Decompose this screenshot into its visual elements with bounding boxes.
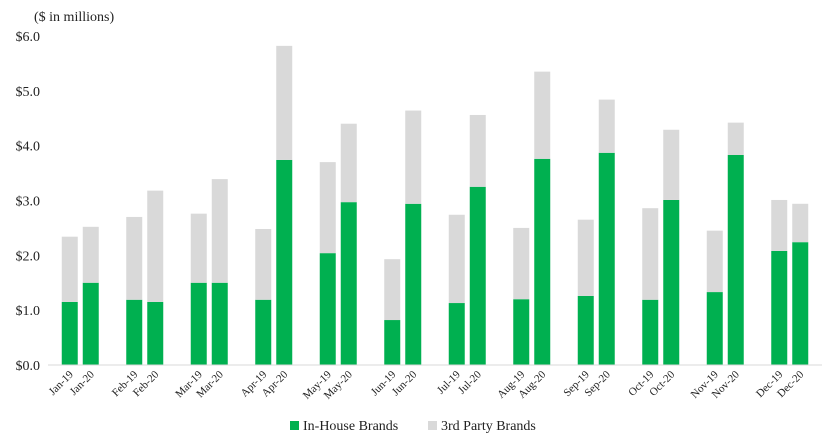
y-tick-label: $6.0 [16,30,41,45]
bar-in-house-aug-20 [534,158,551,365]
y-tick-label: $2.0 [16,249,41,264]
bar-in-house-dec-19 [771,250,788,365]
y-tick-label: $3.0 [16,195,41,210]
legend: In-House Brands 3rd Party Brands [290,419,536,434]
bar-3rd-party-aug-19 [513,227,530,300]
bar-in-house-mar-19 [190,282,207,365]
bar-in-house-nov-20 [727,154,744,365]
bar-in-house-jul-19 [448,303,465,365]
bar-3rd-party-dec-20 [792,203,809,243]
y-axis: $0.0 $1.0 $2.0 $3.0 $4.0 $5.0 $6.0 [16,30,41,374]
bar-3rd-party-apr-20 [276,45,293,160]
bar-3rd-party-sep-19 [577,219,594,296]
bar-in-house-feb-20 [147,301,164,365]
bar-3rd-party-feb-19 [126,216,143,300]
bars [61,45,809,365]
bar-3rd-party-feb-20 [147,190,164,302]
y-tick-label: $5.0 [16,85,41,100]
bar-3rd-party-oct-20 [663,129,680,200]
legend-swatch [290,421,299,430]
bar-3rd-party-oct-19 [642,208,659,300]
y-tick-label: $0.0 [16,359,41,374]
bar-3rd-party-aug-20 [534,71,551,159]
bar-3rd-party-mar-20 [211,179,228,283]
bar-3rd-party-jan-19 [61,236,78,302]
bar-in-house-jun-20 [405,203,422,365]
bar-in-house-dec-20 [792,242,809,365]
x-tick-label: Jan-20 [68,368,98,398]
bar-in-house-apr-19 [255,299,272,365]
bar-in-house-sep-20 [598,152,615,365]
bar-in-house-jan-19 [61,301,78,365]
legend-swatch [428,421,437,430]
bar-in-house-oct-19 [642,299,659,365]
bar-in-house-jan-20 [82,282,99,365]
bar-3rd-party-nov-19 [706,230,723,293]
bar-in-house-jun-19 [384,320,401,365]
bar-3rd-party-nov-20 [727,122,744,155]
bar-in-house-oct-20 [663,199,680,365]
bar-in-house-mar-20 [211,282,228,365]
legend-label: In-House Brands [303,419,398,434]
bar-3rd-party-dec-19 [771,199,788,251]
bar-in-house-apr-20 [276,159,293,365]
bar-in-house-sep-19 [577,295,594,365]
bar-in-house-may-19 [319,253,336,365]
bar-3rd-party-apr-19 [255,229,272,300]
bar-in-house-jul-20 [469,186,486,365]
bar-in-house-aug-19 [513,299,530,365]
bar-3rd-party-may-20 [340,123,357,203]
x-tick-label: Jul-20 [456,368,484,396]
bar-3rd-party-jul-19 [448,214,465,304]
bar-in-house-may-20 [340,202,357,365]
bar-3rd-party-may-19 [319,162,336,254]
x-tick-label: Jun-20 [390,368,420,398]
bar-3rd-party-jan-20 [82,226,99,283]
bar-3rd-party-jun-20 [405,110,422,204]
bar-3rd-party-jul-20 [469,114,486,187]
bar-3rd-party-jun-19 [384,259,401,321]
bar-in-house-feb-19 [126,299,143,365]
bar-3rd-party-sep-20 [598,99,615,153]
y-tick-label: $1.0 [16,304,41,319]
bar-3rd-party-mar-19 [190,213,207,283]
y-tick-label: $4.0 [16,140,41,155]
legend-label: 3rd Party Brands [441,419,536,434]
unit-note: ($ in millions) [34,10,114,25]
bar-in-house-nov-19 [706,292,723,365]
